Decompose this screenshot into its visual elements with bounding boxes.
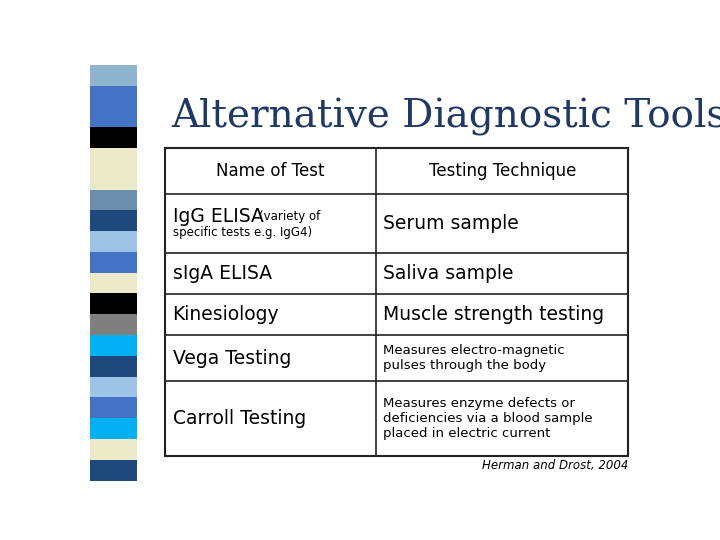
Bar xyxy=(90,273,138,294)
Bar xyxy=(90,231,138,252)
Text: Saliva sample: Saliva sample xyxy=(383,264,514,283)
Bar xyxy=(90,190,138,211)
Bar xyxy=(90,210,138,231)
Bar xyxy=(90,252,138,273)
Bar xyxy=(90,85,138,106)
Bar xyxy=(90,356,138,377)
Text: Name of Test: Name of Test xyxy=(217,162,325,180)
Bar xyxy=(90,418,138,439)
Bar xyxy=(166,148,629,456)
Text: Serum sample: Serum sample xyxy=(383,214,519,233)
Text: Muscle strength testing: Muscle strength testing xyxy=(383,305,604,324)
Bar xyxy=(90,439,138,460)
Text: Carroll Testing: Carroll Testing xyxy=(173,409,306,428)
Text: sIgA ELISA: sIgA ELISA xyxy=(173,264,271,283)
Text: (variety of: (variety of xyxy=(259,210,320,222)
Bar xyxy=(90,314,138,335)
Text: Testing Technique: Testing Technique xyxy=(428,162,576,180)
Bar xyxy=(90,397,138,418)
Bar xyxy=(90,168,138,190)
Bar xyxy=(90,65,138,85)
Text: Kinesiology: Kinesiology xyxy=(173,305,279,324)
Text: Herman and Drost, 2004: Herman and Drost, 2004 xyxy=(482,460,629,472)
Bar xyxy=(90,106,138,127)
Text: Alternative Diagnostic Tools: Alternative Diagnostic Tools xyxy=(171,98,720,136)
Bar xyxy=(90,148,138,168)
Text: Measures enzyme defects or
deficiencies via a blood sample
placed in electric cu: Measures enzyme defects or deficiencies … xyxy=(383,397,593,440)
Bar xyxy=(90,335,138,356)
Text: specific tests e.g. IgG4): specific tests e.g. IgG4) xyxy=(173,226,312,239)
Bar xyxy=(90,127,138,148)
Bar xyxy=(90,460,138,481)
Bar xyxy=(90,294,138,314)
Text: Measures electro-magnetic
pulses through the body: Measures electro-magnetic pulses through… xyxy=(383,344,565,372)
Bar xyxy=(90,377,138,397)
Text: IgG ELISA: IgG ELISA xyxy=(173,207,264,226)
Text: Vega Testing: Vega Testing xyxy=(173,349,291,368)
